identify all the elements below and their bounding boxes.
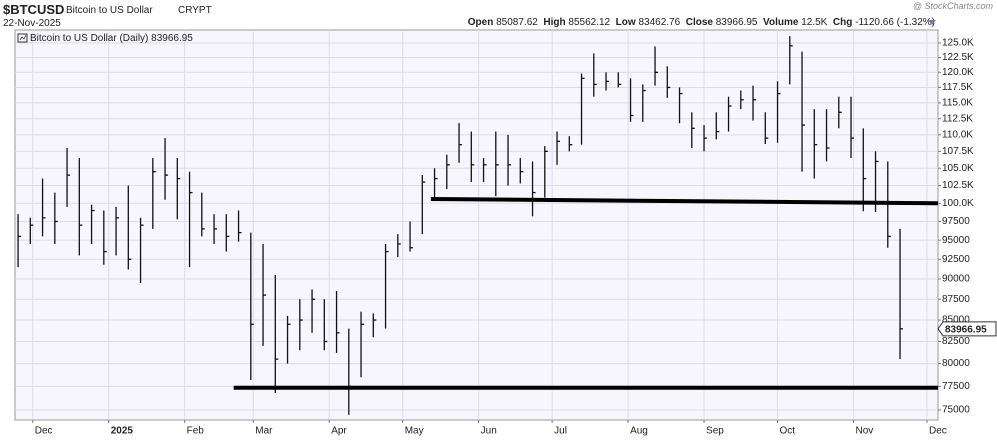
source: @ StockCharts.com <box>912 1 993 11</box>
y-tick-label: 75000 <box>942 405 970 416</box>
close: 83966.95 <box>715 17 758 28</box>
y-tick-label: 110.0K <box>942 129 973 140</box>
y-tick-label: 80000 <box>942 358 970 369</box>
y-tick-label: 122.5K <box>942 52 974 63</box>
y-tick-label: 85000 <box>942 315 970 326</box>
date: 22-Nov-2025 <box>3 18 61 29</box>
y-tick-label: 82500 <box>942 336 970 347</box>
x-tick-label: Aug <box>630 426 648 437</box>
header: $BTCUSD Bitcoin to US Dollar CRYPT 22-No… <box>0 0 997 30</box>
volume-label: Volume <box>763 17 799 28</box>
legend-name: Bitcoin to US Dollar (Daily) <box>30 33 148 44</box>
close-label: Close <box>685 17 713 28</box>
x-tick-label: Apr <box>331 426 347 437</box>
y-tick-label: 100.0K <box>942 198 974 209</box>
quote-bar: Open 85087.62 High 85562.12 Low 83462.76… <box>468 17 935 28</box>
x-tick-label: May <box>405 426 424 437</box>
high-label: High <box>543 17 566 28</box>
legend-label: Bitcoin to US Dollar (Daily) 83966.95 <box>30 33 193 44</box>
x-tick-label: Dec <box>35 426 53 437</box>
y-tick-label: 90000 <box>942 274 970 285</box>
y-tick-label: 105.0K <box>942 163 974 174</box>
open-label: Open <box>467 17 494 28</box>
y-tick-label: 117.5K <box>942 82 973 93</box>
legend-value: 83966.95 <box>151 33 193 44</box>
y-tick-label: 87500 <box>942 294 970 305</box>
security-name: Bitcoin to US Dollar <box>66 5 153 16</box>
support-line <box>430 196 939 206</box>
chg: -1120.66 (-1.32%) <box>855 17 935 28</box>
x-tick-label: Feb <box>187 426 205 437</box>
y-tick-label: 95000 <box>942 235 970 246</box>
y-tick-label: 112.5K <box>942 113 973 124</box>
y-tick-label: 115.0K <box>942 98 973 109</box>
dropdown-arrow[interactable] <box>928 20 936 26</box>
y-tick-label: 125.0K <box>942 38 974 49</box>
x-tick-label: Oct <box>780 426 796 437</box>
x-tick-label: Jun <box>481 426 497 437</box>
x-tick-label: Mar <box>255 426 273 437</box>
x-tick-label: Sep <box>706 426 724 437</box>
high: 85562.12 <box>568 17 611 28</box>
open: 85087.62 <box>496 17 538 28</box>
x-tick-label: Nov <box>855 426 873 437</box>
y-tick-label: 102.5K <box>942 180 974 191</box>
y-tick-label: 92500 <box>942 254 970 265</box>
chg-label: Chg <box>832 17 853 28</box>
y-tick-label: 97500 <box>942 216 970 227</box>
plot-area <box>14 29 939 421</box>
exchange: CRYPT <box>178 5 212 16</box>
y-tick-label: 120.0K <box>942 67 974 78</box>
price-tag <box>937 321 997 337</box>
low: 83462.76 <box>638 17 681 28</box>
low-label: Low <box>615 17 636 28</box>
x-tick-label: Jul <box>554 426 567 437</box>
y-tick-label: 107.5K <box>942 146 974 157</box>
price-tag-label: 83966.95 <box>945 324 987 335</box>
symbol: $BTCUSD <box>3 2 65 17</box>
x-tick-label: Dec <box>929 426 947 437</box>
x-tick-label: 2025 <box>111 426 134 437</box>
legend-icon-line <box>19 34 27 41</box>
volume: 12.5K <box>801 17 828 28</box>
y-tick-label: 77500 <box>942 381 970 392</box>
